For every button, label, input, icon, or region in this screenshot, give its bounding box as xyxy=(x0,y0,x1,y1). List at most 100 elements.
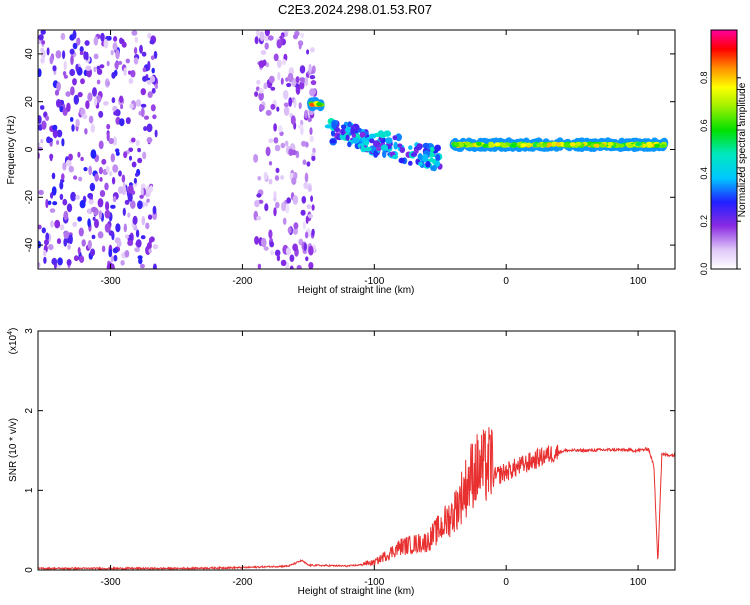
heatmap-cell xyxy=(282,217,287,225)
heatmap-cell xyxy=(256,30,260,38)
heatmap-cell xyxy=(254,236,260,245)
heatmap-cell xyxy=(79,200,86,209)
heatmap-cell xyxy=(373,150,379,158)
heatmap-cell xyxy=(256,216,262,221)
colorbar-tick-label: 0.4 xyxy=(699,167,709,180)
heatmap-cell xyxy=(418,161,423,167)
heatmap-cell xyxy=(291,149,297,156)
heatmap-cell xyxy=(287,72,294,83)
heatmap-cell xyxy=(265,109,272,116)
heatmap-cell xyxy=(268,75,275,84)
heatmap-cell xyxy=(118,186,124,194)
heatmap-cell xyxy=(311,155,316,161)
snr-y-tick-label: 3 xyxy=(24,328,35,334)
heatmap-cell xyxy=(263,35,270,42)
heatmap-cell xyxy=(569,142,576,147)
heatmap-cell xyxy=(104,223,111,233)
heatmap-cell xyxy=(122,182,126,192)
heatmap-cell xyxy=(135,139,140,147)
snr-series-group xyxy=(38,427,675,570)
heatmap-cell xyxy=(120,104,124,110)
heatmap-cell xyxy=(303,242,307,252)
heatmap-cell xyxy=(430,147,435,152)
heatmap-cell xyxy=(137,255,143,260)
heatmap-cell xyxy=(128,147,134,153)
colorbar-gradient xyxy=(710,29,738,270)
heatmap-cell xyxy=(72,78,77,86)
heatmap-cell xyxy=(45,232,50,241)
heatmap-cell xyxy=(62,71,67,76)
heatmap-cell xyxy=(129,103,134,109)
heatmap-cell xyxy=(253,154,259,163)
heatmap-cell xyxy=(117,60,123,65)
heatmap-y-axis-label: Frequency (Hz) xyxy=(6,116,17,185)
heatmap-cell xyxy=(308,63,312,74)
heatmap-cell xyxy=(99,64,105,69)
heatmap-cell xyxy=(104,209,111,219)
heatmap-cell xyxy=(101,158,107,165)
heatmap-cell xyxy=(88,165,93,176)
heatmap-cell xyxy=(256,79,261,85)
heatmap-cell xyxy=(150,55,155,60)
heatmap-cell xyxy=(259,31,265,42)
heatmap-cell xyxy=(263,82,268,90)
heatmap-cell xyxy=(257,263,262,269)
heatmap-cell xyxy=(310,47,315,53)
heatmap-cell xyxy=(137,157,143,164)
heatmap-cell xyxy=(274,249,281,257)
heatmap-cell xyxy=(296,264,302,269)
heatmap-cell xyxy=(62,198,68,206)
heatmap-cell xyxy=(369,138,375,144)
colorbar-ticks: 0.0 0.2 0.4 0.6 0.8 xyxy=(699,72,741,275)
heatmap-cell xyxy=(75,119,80,127)
heatmap-cell xyxy=(54,89,60,96)
heatmap-cell xyxy=(50,220,54,228)
heatmap-cell xyxy=(123,223,128,233)
heatmap-cell xyxy=(111,72,116,79)
heatmap-x-axis: -300 -200 -100 0 100 xyxy=(101,30,647,287)
heatmap-cell xyxy=(430,165,435,171)
heatmap-cell xyxy=(280,77,284,85)
heatmap-cell xyxy=(306,161,311,167)
heatmap-cell xyxy=(116,240,122,248)
heatmap-cell xyxy=(302,159,307,165)
snr-y-axis: 0 1 2 3 xyxy=(24,328,675,573)
heatmap-cell xyxy=(263,171,268,181)
heatmap-cell xyxy=(98,110,104,118)
heatmap-cell xyxy=(464,141,471,146)
heatmap-cell xyxy=(110,255,114,263)
heatmap-cell xyxy=(127,240,134,246)
heatmap-cell xyxy=(285,247,291,256)
heatmap-cell xyxy=(301,140,307,147)
heatmap-cell xyxy=(140,88,146,96)
heatmap-x-tick-label: -200 xyxy=(232,276,252,287)
heatmap-cell xyxy=(94,218,99,229)
heatmap-cell xyxy=(277,71,281,81)
heatmap-cell xyxy=(99,177,103,182)
heatmap-cell xyxy=(268,178,273,185)
heatmap-cell xyxy=(273,137,279,144)
heatmap-cell xyxy=(280,175,285,180)
heatmap-cell xyxy=(40,57,45,64)
heatmap-cell xyxy=(310,88,317,95)
heatmap-cell xyxy=(520,143,527,148)
heatmap-cell xyxy=(49,208,56,213)
colorbar-tick-label: 0.2 xyxy=(699,215,709,228)
heatmap-cell xyxy=(546,142,553,147)
heatmap-cell xyxy=(306,204,312,210)
heatmap-cell xyxy=(434,144,441,152)
heatmap-cell xyxy=(72,221,77,227)
heatmap-cell xyxy=(141,51,147,57)
heatmap-cell xyxy=(274,144,281,152)
heatmap-cell xyxy=(147,32,152,39)
heatmap-cell xyxy=(254,91,259,97)
colorbar: 0.0 0.2 0.4 0.6 0.8 Normalized spectral ampl… xyxy=(699,29,748,275)
heatmap-cell xyxy=(392,135,398,141)
heatmap-cell xyxy=(97,231,104,239)
heatmap-cell xyxy=(476,141,482,146)
heatmap-cell xyxy=(69,68,76,77)
heatmap-cell xyxy=(130,200,136,209)
heatmap-cell xyxy=(274,175,280,181)
heatmap-cell xyxy=(270,86,276,91)
heatmap-cell xyxy=(290,115,296,125)
